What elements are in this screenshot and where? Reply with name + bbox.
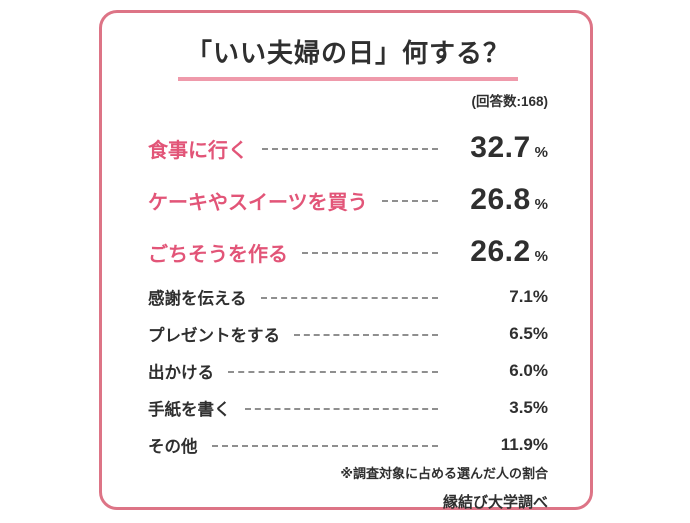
percentage-value: 6.0% xyxy=(448,361,548,381)
percent-sign: % xyxy=(532,397,548,417)
percentage-value: 11.9% xyxy=(448,435,548,455)
leader-line xyxy=(302,252,438,254)
survey-footnote: ※調査対象に占める選んだ人の割合 xyxy=(340,466,548,481)
percentage-number: 11.9 xyxy=(500,434,533,454)
survey-row: 食事に行く 32.7% xyxy=(148,122,548,174)
percentage-number: 6.0 xyxy=(509,360,533,380)
percentage-value: 6.5% xyxy=(448,324,548,344)
page-title: 「いい夫婦の日」何する？ xyxy=(177,33,518,81)
percent-sign: % xyxy=(532,360,548,380)
survey-row: 手紙を書く 3.5% xyxy=(148,389,548,426)
leader-line xyxy=(294,333,438,336)
survey-row: その他 11.9% xyxy=(148,426,548,463)
leader-line xyxy=(260,296,438,299)
percentage-number: 26.8 xyxy=(470,183,531,216)
category-label: 手紙を書く xyxy=(148,400,231,419)
leader-line xyxy=(262,148,438,150)
survey-footer: ※調査対象に占める選んだ人の割合 縁結び大学調べ xyxy=(148,463,548,512)
percentage-number: 32.7 xyxy=(470,131,531,164)
category-label: プレゼントをする xyxy=(148,326,280,345)
leader-line xyxy=(228,370,438,373)
percentage-value: 7.1% xyxy=(448,287,548,307)
survey-row: プレゼントをする 6.5% xyxy=(148,315,548,352)
survey-source: 縁結び大学調べ xyxy=(442,494,548,511)
respondent-count: (回答数:168) xyxy=(471,94,548,109)
percent-sign: % xyxy=(532,434,548,454)
category-label: 食事に行く xyxy=(148,139,248,162)
results-list: 食事に行く 32.7% ケーキやスイーツを買う 26.8% ごちそうを作る 26… xyxy=(148,122,548,463)
category-label: その他 xyxy=(148,437,198,456)
percent-sign: % xyxy=(534,144,548,161)
percentage-value: 26.8% xyxy=(448,183,548,217)
leader-line xyxy=(244,407,438,410)
leader-line xyxy=(381,200,438,202)
percent-sign: % xyxy=(534,248,548,265)
survey-row: 出かける 6.0% xyxy=(148,352,548,389)
percentage-value: 26.2% xyxy=(448,235,548,269)
percentage-number: 3.5 xyxy=(509,397,533,417)
category-label: ケーキやスイーツを買う xyxy=(148,191,368,214)
survey-row: ケーキやスイーツを買う 26.8% xyxy=(148,174,548,226)
percent-sign: % xyxy=(532,323,548,343)
leader-line xyxy=(211,444,438,447)
survey-card: 「いい夫婦の日」何する？ (回答数:168) 食事に行く 32.7% ケーキやス… xyxy=(99,10,593,512)
percentage-value: 3.5% xyxy=(448,398,548,418)
percentage-number: 6.5 xyxy=(509,323,533,343)
percent-sign: % xyxy=(532,286,548,306)
percentage-value: 32.7% xyxy=(448,131,548,165)
title-wrap: 「いい夫婦の日」何する？ xyxy=(148,33,548,81)
survey-row: ごちそうを作る 26.2% xyxy=(148,226,548,278)
survey-row: 感謝を伝える 7.1% xyxy=(148,278,548,315)
category-label: ごちそうを作る xyxy=(148,243,288,266)
percent-sign: % xyxy=(534,196,548,213)
category-label: 感謝を伝える xyxy=(148,289,247,308)
percentage-number: 7.1 xyxy=(509,286,533,306)
category-label: 出かける xyxy=(148,363,214,382)
percentage-number: 26.2 xyxy=(470,235,531,268)
